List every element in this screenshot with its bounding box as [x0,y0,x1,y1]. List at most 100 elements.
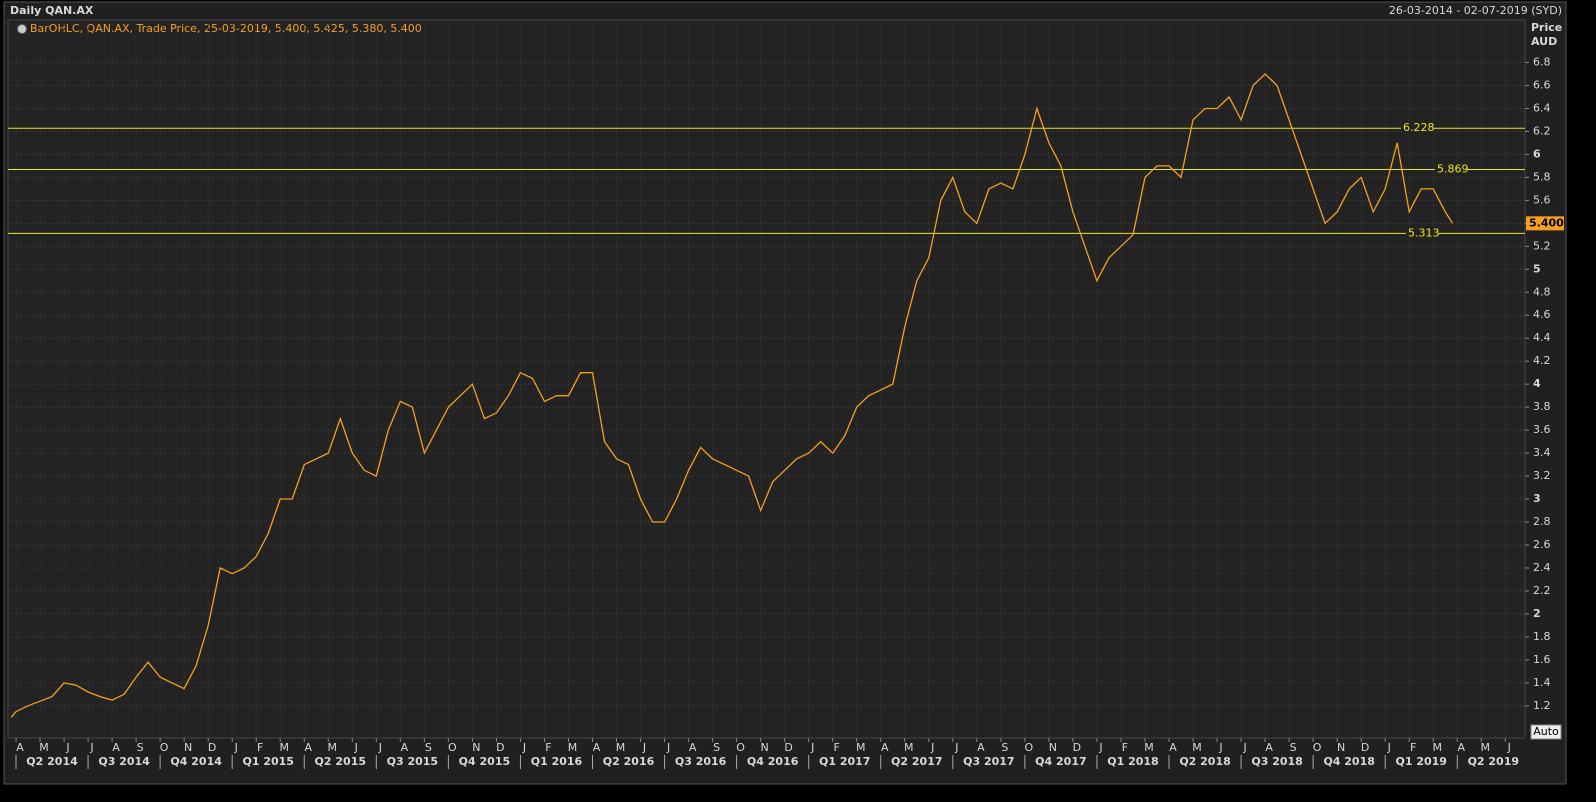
quarter-label: Q3 2017 [963,755,1014,768]
auto-button[interactable] [1530,724,1562,740]
quarter-label: Q3 2014 [98,755,150,768]
x-tick-label: M [1481,741,1491,754]
x-tick-label: O [1025,741,1034,754]
x-tick-label: J [89,741,93,754]
x-tick-label: A [689,741,697,754]
x-tick-label: J [1242,741,1246,754]
x-tick-label: M [39,741,49,754]
y-tick-label: 1.6 [1533,653,1551,666]
level-label-bg [1406,227,1438,240]
x-tick-label: N [761,741,769,754]
y-tick-label: 2.8 [1533,515,1551,528]
x-tick-label: F [257,741,263,754]
x-tick-label: A [1169,741,1177,754]
auto-button-label[interactable]: Auto [1533,725,1559,738]
quarter-label: Q4 2015 [459,755,510,768]
y-tick-label: 3.6 [1533,423,1551,436]
x-tick-label: O [1313,741,1322,754]
x-tick-label: D [784,741,792,754]
quarter-label: Q1 2015 [242,755,293,768]
legend-icon[interactable] [17,24,27,34]
x-tick-label: M [1144,741,1154,754]
legend-entry: BarOHLC, QAN.AX, Trade Price, 25-03-2019… [30,22,422,35]
x-tick-label: O [160,741,169,754]
x-tick-label: S [1290,741,1297,754]
y-tick-label: 4.6 [1533,308,1551,321]
y-tick-label: 6.8 [1533,56,1551,69]
x-tick-label: J [354,741,358,754]
quarter-label: Q1 2019 [1396,755,1447,768]
date-range: 26-03-2014 - 02-07-2019 (SYD) [1389,4,1562,17]
x-tick-label: M [1432,741,1442,754]
last-price-label: 5.400 [1529,216,1564,229]
quarter-label: Q2 2017 [891,755,942,768]
quarter-label: Q4 2016 [747,755,799,768]
x-tick-label: J [522,741,526,754]
y-tick-label: 3 [1533,492,1541,505]
x-tick-label: F [1410,741,1416,754]
y-tick-label: 5.8 [1533,170,1551,183]
x-tick-label: J [930,741,934,754]
y-tick-label: 3.8 [1533,400,1551,413]
x-tick-label: D [496,741,504,754]
plot-area [7,19,1526,739]
y-tick-label: 5 [1533,262,1541,275]
x-tick-label: J [642,741,646,754]
x-tick-label: J [810,741,814,754]
y-tick-label: 5.6 [1533,193,1551,206]
x-tick-label: F [834,741,840,754]
level-label: 5.313 [1408,226,1440,239]
x-tick-label: M [279,741,289,754]
chart-title: Daily QAN.AX [10,4,94,17]
x-tick-label: A [1457,741,1465,754]
y-tick-label: 6.6 [1533,78,1551,91]
y-tick-label: 4 [1533,377,1541,390]
y-tick-label: 4.8 [1533,285,1551,298]
quarter-label: Q2 2015 [315,755,366,768]
y-tick-label: 1.2 [1533,699,1551,712]
price-line [10,73,1454,718]
x-tick-label: N [1337,741,1345,754]
x-tick-label: M [568,741,578,754]
x-tick-label: D [208,741,216,754]
x-tick-label: A [1265,741,1273,754]
x-tick-label: D [1073,741,1081,754]
x-tick-label: S [713,741,720,754]
quarter-label: Q4 2014 [170,755,222,768]
x-tick-label: N [184,741,192,754]
x-tick-label: A [304,741,312,754]
x-tick-label: J [378,741,382,754]
y-tick-label: 2.2 [1533,584,1551,597]
y-tick-label: 5.2 [1533,239,1551,252]
x-tick-label: A [881,741,889,754]
level-label-bg [1435,163,1467,176]
quarter-label: Q3 2015 [387,755,438,768]
level-label-bg [1401,122,1433,135]
y-tick-label: 4.2 [1533,354,1551,367]
y-axis-title: Price [1531,21,1562,34]
x-tick-label: M [328,741,338,754]
quarter-label: Q2 2018 [1179,755,1230,768]
x-tick-label: S [137,741,144,754]
x-tick-label: A [593,741,601,754]
last-price-tag [1526,216,1564,231]
y-tick-label: 2.6 [1533,538,1551,551]
quarter-label: Q1 2017 [819,755,870,768]
x-tick-label: J [1387,741,1391,754]
quarter-label: Q2 2019 [1468,755,1519,768]
x-tick-label: N [472,741,480,754]
quarter-label: Q3 2016 [675,755,727,768]
quarter-label: Q2 2014 [26,755,78,768]
level-label: 6.228 [1403,121,1435,134]
y-tick-label: 1.4 [1533,676,1551,689]
y-tick-label: 3.4 [1533,446,1551,459]
y-tick-label: 1.8 [1533,630,1551,643]
quarter-label: Q4 2017 [1035,755,1086,768]
y-tick-label: 3.2 [1533,469,1551,482]
x-tick-label: S [425,741,432,754]
y-axis-unit: AUD [1531,35,1557,48]
quarter-label: Q3 2018 [1251,755,1302,768]
x-tick-label: N [1049,741,1057,754]
quarter-label: Q1 2016 [531,755,583,768]
level-label: 5.869 [1437,162,1469,175]
